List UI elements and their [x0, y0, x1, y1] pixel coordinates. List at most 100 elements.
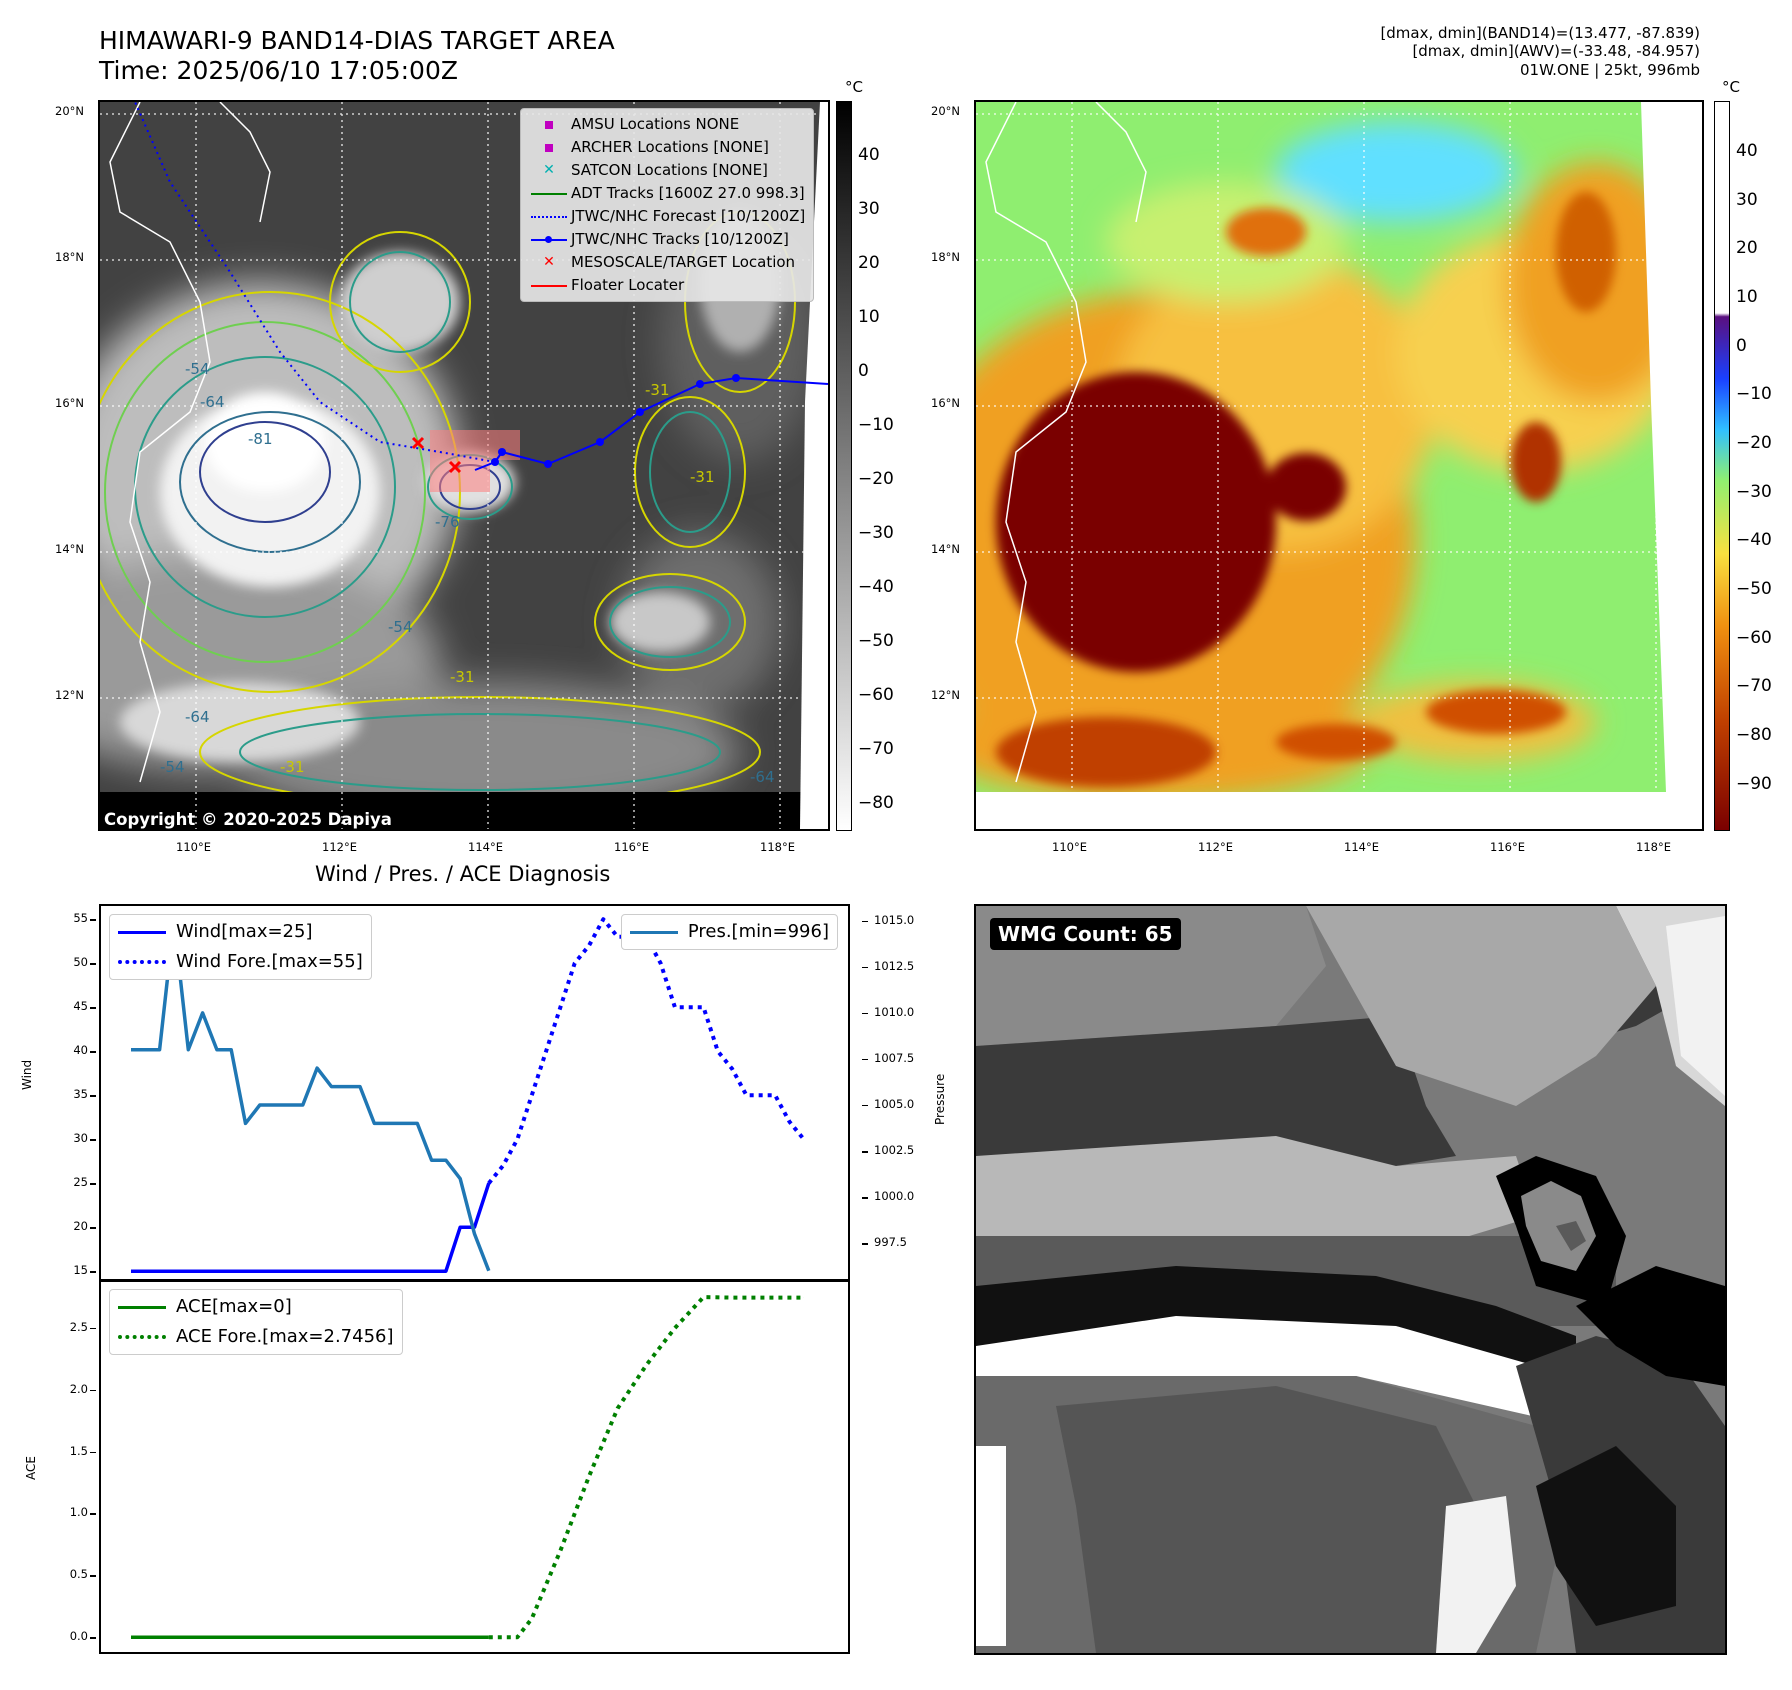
colorbar-tick: −70 — [1736, 676, 1772, 696]
colorbar-tick: 10 — [1736, 287, 1758, 307]
y-tick-label: 1012.5 — [874, 958, 915, 973]
colorbar-tick: 0 — [1736, 336, 1747, 356]
colorbar-tick: 40 — [1736, 141, 1758, 161]
wind-forecast-line — [487, 917, 806, 1185]
ace-axis-label: ACE — [24, 1456, 38, 1480]
colorbar-tick: −80 — [1736, 725, 1772, 745]
colorbar-unit: °C — [845, 78, 863, 96]
colorbar-tick: −20 — [1736, 433, 1772, 453]
lat-tick: 18°N — [931, 250, 960, 264]
awv-map — [974, 100, 1704, 831]
pressure-legend: Pres.[min=996] — [620, 914, 838, 950]
legend-item: ✕ SATCON Locations [NONE] — [543, 161, 768, 179]
contour-label: -54 — [185, 360, 210, 378]
contour-label: -31 — [280, 758, 305, 776]
colorbar-tick: 20 — [858, 253, 880, 273]
lon-tick: 110°E — [176, 840, 211, 854]
colorbar-tick: 30 — [858, 199, 880, 219]
legend-item: Pres.[min=996] — [629, 917, 829, 947]
y-tick-label: 2.5 — [69, 1319, 88, 1334]
y-tick-label: 40 — [73, 1043, 88, 1058]
colorbar-tick: −50 — [858, 631, 894, 651]
y-tick-label: 50 — [73, 955, 88, 970]
legend-item: ARCHER Locations [NONE] — [527, 136, 805, 159]
y-tick-label: 0.0 — [69, 1629, 88, 1644]
ace-legend: ACE[max=0] ACE Fore.[max=2.7456] — [109, 1289, 403, 1355]
y-tick-mark — [862, 1012, 868, 1015]
info-line-3: 01W.ONE | 25kt, 996mb — [1519, 61, 1700, 79]
y-tick-mark — [90, 1637, 96, 1639]
lon-tick: 112°E — [322, 840, 357, 854]
lon-tick: 110°E — [1052, 840, 1087, 854]
wind-axis-label: Wind — [20, 1059, 34, 1090]
jtwc-forecast-line — [134, 102, 496, 463]
y-tick-label: 1005.0 — [874, 1096, 915, 1111]
y-tick-label: 45 — [73, 999, 88, 1014]
y-tick-mark — [90, 1513, 96, 1515]
colorbar-tick: −20 — [858, 469, 894, 489]
y-tick-mark — [90, 963, 96, 965]
contour-label: -64 — [200, 393, 225, 411]
lon-tick: 116°E — [1490, 840, 1525, 854]
legend-item: JTWC/NHC Tracks [10/1200Z] — [527, 228, 805, 251]
colorbar-tick: −80 — [858, 793, 894, 813]
contour-label: -31 — [450, 668, 475, 686]
legend-item: ✕ MESOSCALE/TARGET Location — [543, 253, 796, 271]
ace-plot — [130, 1295, 804, 1640]
y-tick-label: 2.0 — [69, 1381, 88, 1396]
y-tick-mark — [90, 1575, 96, 1577]
info-line-2: [dmax, dmin](AWV)=(-33.48, -84.957) — [1412, 42, 1700, 60]
lat-tick: 12°N — [931, 688, 960, 702]
ace-forecast-line — [488, 1295, 804, 1640]
colorbar-tick: −10 — [858, 415, 894, 435]
band14-map: -54 -64 -76 -81 -31 -54 -64 -31 -31 -64 … — [98, 100, 830, 831]
y-tick-label: 35 — [73, 1087, 88, 1102]
y-tick-label: 1000.0 — [874, 1189, 915, 1204]
colorbar-tick: −50 — [1736, 579, 1772, 599]
y-tick-label: 1.0 — [69, 1505, 88, 1520]
y-tick-mark — [862, 1104, 868, 1107]
lon-tick: 116°E — [614, 840, 649, 854]
awv-imagery — [976, 102, 1702, 829]
colorbar-tick: 20 — [1736, 238, 1758, 258]
y-tick-mark — [90, 1389, 96, 1392]
contour-label: -81 — [248, 430, 273, 448]
ace-panel: ACE[max=0] ACE Fore.[max=2.7456] — [99, 1279, 850, 1654]
colorbar-tick: −90 — [1736, 774, 1772, 794]
lon-tick: 114°E — [1344, 840, 1379, 854]
floater-box — [430, 430, 520, 460]
legend-item: ADT Tracks [1600Z 27.0 998.3] — [527, 182, 805, 205]
y-tick-mark — [90, 919, 96, 921]
diagnosis-title: Wind / Pres. / ACE Diagnosis — [315, 862, 611, 886]
colorbar-tick: 40 — [858, 145, 880, 165]
colorbar-tick: −60 — [1736, 628, 1772, 648]
lat-tick: 20°N — [931, 104, 960, 118]
wmg-count-badge: WMG Count: 65 — [990, 918, 1181, 950]
y-tick-mark — [90, 1227, 96, 1229]
wmg-panel: WMG Count: 65 — [974, 904, 1727, 1655]
colorbar-unit: °C — [1722, 78, 1740, 96]
y-tick-label: 20 — [73, 1219, 88, 1234]
colorbar-tick: −60 — [858, 685, 894, 705]
y-tick-mark — [862, 1058, 868, 1061]
y-tick-label: 30 — [73, 1131, 88, 1146]
colorbar-tick: −30 — [858, 523, 894, 543]
legend-item: Wind Fore.[max=55] — [118, 947, 363, 977]
lat-tick: 14°N — [55, 542, 84, 556]
y-tick-mark — [90, 1051, 96, 1053]
contour-label: -31 — [645, 381, 670, 399]
y-tick-label: 55 — [73, 911, 88, 926]
y-tick-mark — [90, 1327, 96, 1330]
wind-pressure-panel: Wind[max=25] Wind Fore.[max=55] Pres.[mi… — [99, 904, 850, 1282]
wind-legend: Wind[max=25] Wind Fore.[max=55] — [109, 914, 372, 980]
contour-label: -54 — [160, 758, 185, 776]
y-tick-label: 15 — [73, 1263, 88, 1278]
y-tick-label: 1015.0 — [874, 912, 915, 927]
y-tick-mark — [862, 1197, 868, 1199]
y-tick-mark — [90, 1139, 96, 1141]
y-tick-mark — [90, 1271, 96, 1273]
y-tick-mark — [862, 1151, 868, 1153]
y-tick-label: 0.5 — [69, 1567, 88, 1582]
contour-label: -64 — [750, 768, 775, 786]
colorbar-tick: −70 — [858, 739, 894, 759]
